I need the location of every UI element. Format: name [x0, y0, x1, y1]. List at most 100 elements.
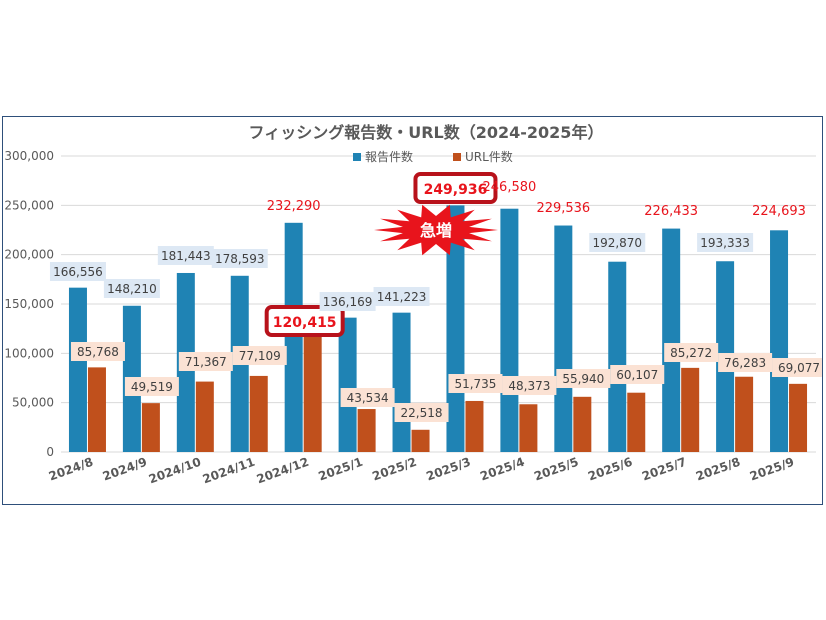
- chart-frame: 0 50,000 100,000 150,000 200,000 250,000 300,0…: [2, 116, 823, 505]
- x-tick-label: 2025/1: [316, 455, 364, 484]
- data-label-urls-bg: [394, 403, 449, 422]
- data-label-reports-bg: [49, 262, 106, 281]
- data-label-reports-bg: [373, 287, 430, 306]
- y-tick-label: 250,000: [4, 198, 54, 212]
- data-label-reports: 166,556: [53, 265, 103, 279]
- data-label-reports: 192,870: [592, 236, 642, 250]
- chart-title: フィッシング報告数・URL数（2024-2025年）: [249, 123, 604, 142]
- data-label-urls-bg: [610, 365, 665, 384]
- data-label-urls-bg: [502, 376, 557, 395]
- data-label-reports: 178,593: [215, 252, 265, 266]
- x-tick-label: 2025/8: [694, 455, 742, 484]
- data-label-urls-bg: [448, 374, 503, 393]
- data-label-reports-bg: [697, 233, 754, 252]
- legend-swatch-urls: [453, 153, 461, 161]
- data-label-urls: 51,735: [454, 377, 496, 391]
- y-tick-label: 100,000: [4, 346, 54, 360]
- y-tick-label: 50,000: [12, 396, 54, 410]
- data-label-urls: 69,077: [778, 361, 820, 375]
- x-tick-label: 2025/9: [748, 455, 796, 484]
- data-label-urls-bg: [124, 377, 179, 396]
- data-label-reports: 224,693: [752, 204, 806, 219]
- x-tick-label: 2025/6: [586, 455, 634, 484]
- bar-urls: [519, 404, 538, 452]
- legend-label-reports: 報告件数: [365, 149, 413, 164]
- data-label-urls: 77,109: [239, 349, 281, 363]
- bar-urls: [141, 403, 160, 452]
- data-label-urls: 60,107: [616, 368, 658, 382]
- data-label-reports: 232,290: [267, 199, 321, 214]
- data-label-urls-bg: [340, 388, 395, 407]
- data-label-reports: 229,536: [536, 201, 590, 216]
- bar-urls: [357, 409, 376, 452]
- data-label-urls: 76,283: [724, 356, 766, 370]
- data-label-urls: 43,534: [347, 391, 389, 405]
- bar-reports: [500, 208, 519, 452]
- data-label-urls-bg: [232, 346, 287, 365]
- data-label-urls: 71,367: [185, 355, 227, 369]
- data-label-reports: 249,936: [424, 182, 488, 198]
- burst-annotation-shape: [374, 204, 498, 256]
- bar-urls: [789, 383, 808, 452]
- data-label-reports: 246,580: [483, 180, 537, 195]
- legend-label-urls: URL件数: [465, 149, 513, 164]
- x-tick-label: 2024/10: [147, 455, 203, 487]
- bar-reports: [770, 230, 789, 452]
- bar-urls: [195, 381, 214, 452]
- data-label-urls-bg: [178, 352, 233, 371]
- bar-reports: [68, 287, 87, 452]
- x-tick-label: 2025/7: [640, 455, 688, 484]
- data-label-reports-bg: [211, 249, 268, 268]
- data-label-urls: 55,940: [562, 372, 604, 386]
- data-label-urls: 85,768: [77, 345, 119, 359]
- bar-urls: [303, 333, 322, 452]
- data-label-reports: 148,210: [107, 282, 157, 296]
- bar-chart: 0 50,000 100,000 150,000 200,000 250,000 300,0…: [4, 123, 822, 487]
- bar-urls: [249, 375, 268, 452]
- legend-swatch-reports: [353, 153, 361, 161]
- bar-urls: [465, 400, 484, 452]
- data-label-urls-bg: [556, 369, 611, 388]
- y-tick-label: 150,000: [4, 297, 54, 311]
- data-label-urls: 22,518: [401, 406, 443, 420]
- bar-reports: [338, 317, 357, 452]
- burst-annotation-label: 急増: [420, 221, 452, 240]
- data-label-reports: 193,333: [700, 236, 750, 250]
- x-tick-label: 2025/2: [370, 455, 418, 484]
- y-tick-label: 200,000: [4, 248, 54, 262]
- data-label-urls: 48,373: [508, 379, 550, 393]
- highlight-label-frame: [413, 172, 498, 204]
- data-label-reports: 136,169: [323, 295, 373, 309]
- bar-urls: [681, 367, 700, 452]
- bar-urls: [87, 367, 106, 452]
- x-tick-label: 2025/5: [532, 455, 580, 484]
- y-tick-label: 0: [46, 445, 54, 459]
- data-label-urls: 120,415: [273, 315, 337, 331]
- data-label-urls-bg: [772, 358, 822, 377]
- data-label-reports: 181,443: [161, 249, 211, 263]
- data-label-urls-bg: [664, 343, 719, 362]
- x-tick-label: 2025/3: [424, 455, 472, 484]
- data-label-reports-bg: [103, 279, 160, 298]
- bar-reports: [284, 222, 303, 452]
- bar-reports: [392, 312, 411, 452]
- bar-reports: [662, 228, 681, 452]
- bar-reports: [608, 261, 627, 452]
- data-label-reports: 141,223: [377, 290, 427, 304]
- bar-urls: [573, 396, 592, 452]
- data-label-urls: 49,519: [131, 380, 173, 394]
- data-label-reports-bg: [157, 246, 214, 265]
- x-tick-label: 2024/12: [255, 455, 311, 487]
- highlight-label-frame: [264, 305, 345, 337]
- data-label-reports: 226,433: [644, 204, 698, 219]
- x-tick-label: 2024/11: [201, 455, 257, 487]
- bar-urls: [411, 429, 430, 452]
- data-label-urls-bg: [718, 353, 773, 372]
- data-label-reports-bg: [319, 292, 376, 311]
- x-tick-label: 2024/8: [47, 455, 95, 484]
- y-tick-label: 300,000: [4, 149, 54, 163]
- data-label-urls: 85,272: [670, 346, 712, 360]
- bar-urls: [735, 376, 754, 452]
- x-tick-label: 2025/4: [478, 455, 526, 484]
- x-tick-label: 2024/9: [101, 455, 149, 484]
